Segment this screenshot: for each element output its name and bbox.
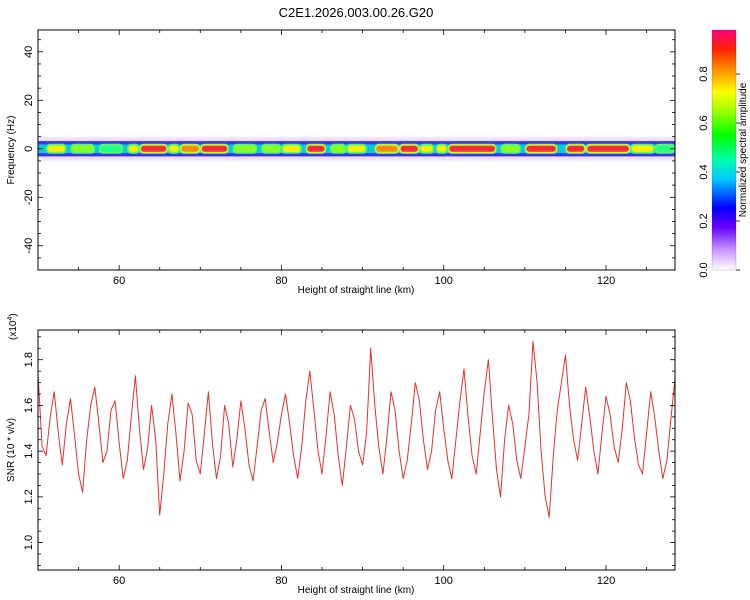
ridge-segment xyxy=(566,145,585,152)
y-tick-label: 1.2 xyxy=(23,489,35,504)
colorbar-tick-label: 0.8 xyxy=(698,66,710,81)
spectrogram-ylabel: Frequency (Hz) xyxy=(6,116,17,185)
colorbar-ticks: 0.0 0.2 0.4 0.6 0.8 xyxy=(698,66,740,278)
ridge-segment xyxy=(234,145,256,152)
x-tick-label: 60 xyxy=(113,575,125,587)
y-tick-label: 20 xyxy=(23,94,35,106)
ridge-segment xyxy=(262,145,280,152)
y-tick-label: 1.4 xyxy=(23,443,35,458)
y-tick-label: 1.0 xyxy=(23,535,35,550)
ridge-segment xyxy=(376,145,398,152)
ridge-segment xyxy=(181,145,199,152)
ridge-segment xyxy=(100,145,122,152)
ridge-segment xyxy=(631,145,654,152)
ridge-segment xyxy=(587,145,629,152)
colorbar-tick-label: 0.2 xyxy=(698,213,710,228)
ridge-segment xyxy=(169,145,179,152)
snr-series xyxy=(38,340,675,518)
ridge-segment xyxy=(502,145,520,152)
ridge-segment xyxy=(282,145,301,152)
snr-scale-close: ) xyxy=(8,313,19,316)
ridge-segment xyxy=(140,145,167,152)
colorbar-tick-label: 0.6 xyxy=(698,115,710,130)
ridge-segment xyxy=(128,145,138,152)
spectrogram-panel: 60 80 100 120 -40 -20 0 20 40 Height of straight… xyxy=(6,29,676,296)
colorbar-frame xyxy=(711,29,737,271)
ridge-segment xyxy=(71,145,94,152)
x-tick-label: 60 xyxy=(113,275,125,287)
x-tick-label: 100 xyxy=(435,275,453,287)
spectrogram-xlabel: Height of straight line (km) xyxy=(298,285,415,296)
ridge-segment xyxy=(47,145,65,152)
y-tick-label: 0 xyxy=(23,146,35,152)
ridge-segment xyxy=(437,145,447,152)
snr-scale-factor: (x104) xyxy=(7,313,19,340)
x-tick-label: 120 xyxy=(597,575,615,587)
snr-frame xyxy=(37,329,676,571)
colorbar-tick-label: 0.4 xyxy=(698,164,710,179)
colorbar-tick-label: 0.0 xyxy=(698,262,710,277)
ridge-segment xyxy=(201,145,228,152)
snr-panel: 60 80 100 120 1.0 1.2 1.4 1.6 1.8 Height of stra… xyxy=(6,313,676,596)
snr-scale-prefix: (x10 xyxy=(8,320,19,340)
spectrogram-ridge xyxy=(38,137,675,161)
ridge-segment xyxy=(656,145,674,152)
y-tick-label: -20 xyxy=(23,189,35,205)
ridge-segment xyxy=(400,145,418,152)
x-tick-label: 80 xyxy=(275,575,287,587)
y-tick-label: 40 xyxy=(23,46,35,58)
y-tick-label: -40 xyxy=(23,238,35,254)
ridge-segment xyxy=(307,145,325,152)
figure-title: C2E1.2026.003.00.26.G20 xyxy=(279,5,434,20)
y-tick-label: 1.6 xyxy=(23,398,35,413)
snr-line xyxy=(38,340,675,518)
colorbar-gradient xyxy=(712,30,736,270)
ridge-segment xyxy=(347,145,366,152)
colorbar-label: Normalized spectral amplitude xyxy=(738,82,749,217)
colorbar: 0.0 0.2 0.4 0.6 0.8 Normalized spectral ampl… xyxy=(698,29,749,278)
snr-xlabel: Height of straight line (km) xyxy=(298,585,415,596)
ridge-segment xyxy=(526,145,556,152)
ridge-segment xyxy=(420,145,433,152)
x-tick-label: 80 xyxy=(275,275,287,287)
snr-ylabel: SNR (10 * v/v) xyxy=(6,418,17,482)
x-tick-label: 100 xyxy=(435,575,453,587)
ridge-segment xyxy=(331,145,345,152)
y-tick-label: 1.8 xyxy=(23,352,35,367)
spectrogram-frame xyxy=(37,29,676,271)
spectrogram-ticks: 60 80 100 120 -40 -20 0 20 40 xyxy=(23,30,675,287)
x-tick-label: 120 xyxy=(597,275,615,287)
ridge-segment xyxy=(449,145,495,152)
snr-scale-exponent: 4 xyxy=(7,317,14,321)
